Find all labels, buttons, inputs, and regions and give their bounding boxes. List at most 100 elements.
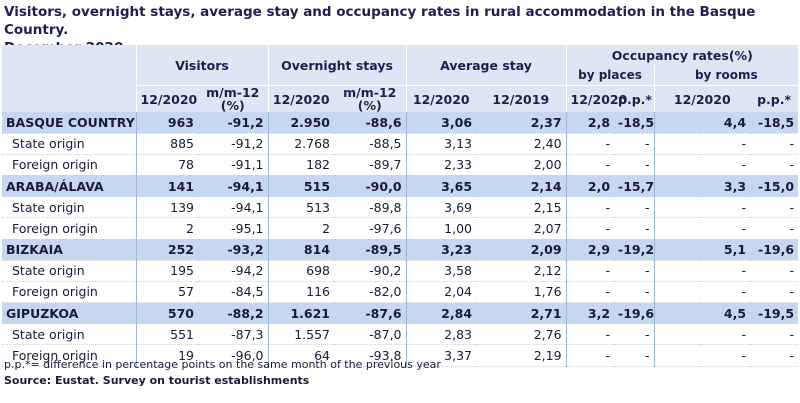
cell-v: 19 [135,344,198,367]
cell-rop: - [750,154,799,176]
cell-o: 1.557 [267,323,335,346]
header-overnight-stays: Overnight stays [267,45,407,87]
cell-v: 195 [135,260,198,282]
origin-row: State origin 885 -91,2 2.768 -88,5 3,13 2,40- -… [2,133,799,155]
cell-plp: -15,7 [614,175,654,198]
cell-plp: - [614,154,655,176]
source-note: Source: Eustat. Survey on tourist establ… [4,374,310,387]
cell-a20: 1,00 [405,217,477,240]
col-overnight-1220: 12/2020 [267,85,335,113]
col-avgstay-1219: 12/2019 [476,85,567,113]
cell-ro: - [653,133,751,155]
row-label: State origin [2,133,136,155]
statistics-table: Visitors Overnight stays Average stay Oc… [2,45,799,367]
cell-rop: - [750,217,799,240]
cell-pl: - [565,260,615,282]
cell-a19: 2,00 [476,154,567,176]
cell-v: 885 [135,133,198,155]
cell-a20: 3,58 [405,260,477,282]
header-by-places: by places [565,65,655,87]
origin-row: Foreign origin 2 -95,1 2 -97,6 1,00 2,07- - - - [2,217,799,240]
cell-op: -97,6 [334,217,407,240]
cell-op: -89,8 [334,196,407,219]
cell-ro: 3,3 [653,175,751,198]
cell-plp: - [614,281,655,304]
cell-pl: - [565,281,615,304]
cell-o: 182 [267,154,335,176]
cell-a20: 3,23 [405,239,477,261]
cell-vp: -94,1 [198,175,269,198]
cell-plp: - [614,260,655,282]
cell-vp: -91,2 [198,112,269,134]
cell-rop: -19,6 [750,239,799,261]
cell-v: 139 [135,196,198,219]
cell-op: -93,8 [334,344,407,367]
cell-rop: - [750,281,799,304]
cell-rop: - [750,260,799,282]
cell-op: -87,0 [334,323,407,346]
cell-op: -87,6 [334,302,407,325]
cell-v: 252 [135,239,198,261]
cell-pl: 2,9 [565,239,615,261]
cell-op: -90,0 [334,175,407,198]
cell-rop: - [750,344,799,367]
cell-pl: 3,2 [565,302,615,325]
cell-plp: -19,2 [614,239,654,261]
header-row-columns: 12/2020 m/m-12 (%) 12/2020 m/m-12 (%) 12/2… [2,85,799,113]
cell-plp: - [614,196,655,219]
cell-vp: -91,2 [198,133,269,155]
cell-o: 814 [267,239,335,261]
cell-vp: -96,0 [198,344,269,367]
cell-op: -90,2 [334,260,407,282]
cell-vp: -95,1 [198,217,269,240]
cell-v: 963 [135,112,198,134]
cell-vp: -88,2 [198,302,269,325]
header-row-occupancy-sub: by places by rooms [2,65,799,87]
header-average-stay: Average stay [405,45,567,87]
cell-plp: - [614,344,655,367]
cell-a20: 3,65 [405,175,477,198]
cell-plp: -19,6 [614,302,654,325]
col-visitors-mm12: m/m-12 (%) [198,85,269,113]
cell-plp: - [614,217,655,240]
row-label: Foreign origin [2,154,136,176]
cell-o: 2 [267,217,335,240]
cell-ro: - [653,260,751,282]
col-visitors-1220: 12/2020 [135,85,198,113]
cell-a19: 2,15 [476,196,567,219]
cell-o: 515 [267,175,335,198]
region-row: ARABA/ÁLAVA 141 -94,1 515 -90,0 3,65 2,14 2,0 -1… [2,175,799,198]
header-row-groups: Visitors Overnight stays Average stay Oc… [2,45,799,113]
cell-o: 2.768 [267,133,335,155]
col-places-1220: 12/2020 [565,85,627,113]
cell-a19: 2,40 [476,133,567,155]
row-label: BASQUE COUNTRY [2,112,136,134]
cell-rop: -19,5 [750,302,799,325]
cell-pl: 2,8 [565,112,615,134]
cell-pl: - [565,323,615,346]
cell-pl: - [565,196,615,219]
cell-rop: - [750,133,799,155]
origin-row: State origin 551 -87,3 1.557 -87,0 2,83 2,76- -… [2,323,799,346]
col-rooms-1220: 12/2020 [653,85,751,113]
cell-a20: 3,69 [405,196,477,219]
cell-op: -88,6 [334,112,407,134]
cell-a19: 2,07 [476,217,567,240]
cell-v: 551 [135,323,198,346]
cell-plp: - [614,323,655,346]
cell-rop: - [750,196,799,219]
footnote: p.p.*= difference in percentage points o… [4,358,441,371]
cell-v: 78 [135,154,198,176]
cell-v: 57 [135,281,198,304]
title-line-1: Visitors, overnight stays, average stay … [4,4,756,38]
cell-pl: - [565,217,615,240]
cell-o: 513 [267,196,335,219]
cell-a19: 1,76 [476,281,567,304]
origin-row: Foreign origin 78 -91,1 182 -89,7 2,33 2,00- - -… [2,154,799,176]
cell-ro: - [653,323,751,346]
cell-a20: 3,06 [405,112,477,134]
row-label: State origin [2,196,136,219]
cell-plp: - [614,133,655,155]
cell-ro: 4,5 [653,302,751,325]
cell-o: 1.621 [267,302,335,325]
